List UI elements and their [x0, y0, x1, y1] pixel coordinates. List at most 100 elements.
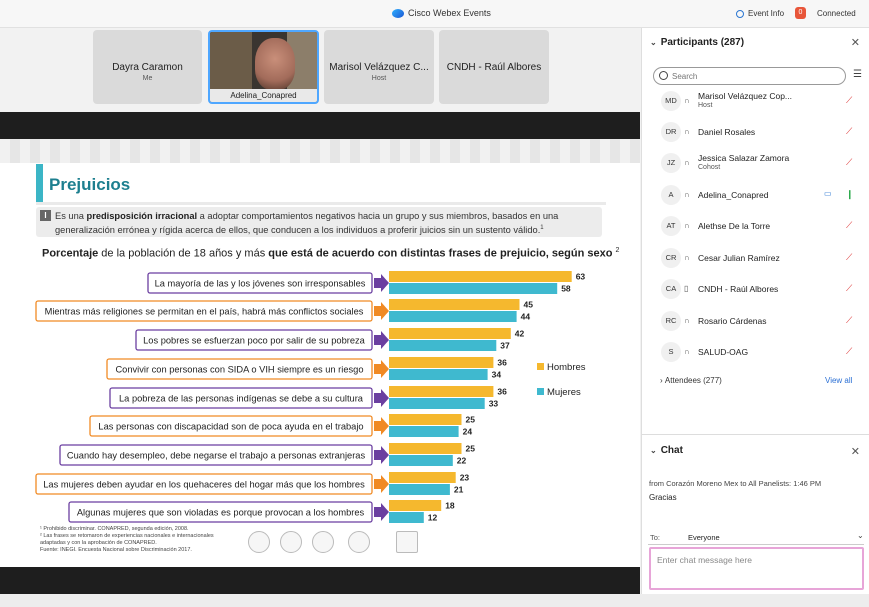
sort-list-icon[interactable]: ☰ — [853, 69, 862, 80]
definition-pre: Es una — [55, 211, 87, 221]
footnote-line: ¹ Prohibido discriminar. CONAPRED, segun… — [40, 526, 189, 532]
category-box — [147, 272, 373, 294]
side-panel: ⌄ Participants (287) ✕ ☰ MD∩Marisol Velá… — [641, 28, 869, 594]
tile-name: Dayra Caramon — [112, 62, 183, 73]
microphone-muted-icon[interactable]: ⟋ — [846, 126, 853, 136]
close-participants-icon[interactable]: ✕ — [850, 37, 860, 49]
bar-value-label: 25 — [466, 415, 476, 425]
arrow-right-icon — [374, 446, 389, 464]
participant-row[interactable]: MD ∩ Marisol Velázquez Cop... Host ⟋ — [642, 86, 869, 117]
heading-bold-1: Porcentaje — [42, 247, 99, 260]
participant-name: SALUD-OAG — [698, 347, 749, 357]
chat-input[interactable] — [651, 549, 862, 588]
chat-to-underline — [648, 544, 864, 545]
chat-header[interactable]: ⌄ Chat — [650, 445, 683, 456]
participant-name: Marisol Velázquez Cop... — [698, 91, 793, 101]
connection-status: Connected — [817, 9, 856, 18]
microphone-muted-icon[interactable]: ⟋ — [846, 252, 853, 262]
tile-name: CNDH - Raúl Albores — [446, 62, 542, 73]
heading-sup: 2 — [615, 247, 620, 254]
prejudice-bar-chart: La mayoría de las y los jóvenes son irre… — [35, 271, 586, 523]
slide-letterbox-bottom — [0, 567, 640, 594]
definition-box — [36, 207, 602, 237]
attendees-label: Attendees (277) — [664, 376, 722, 385]
microphone-muted-icon[interactable]: ⟋ — [846, 346, 853, 356]
participant-row[interactable]: CA ▯ CNDH - Raúl Albores ⟋ — [642, 274, 869, 305]
microphone-icon[interactable]: ❙ — [846, 189, 854, 199]
info-icon — [736, 9, 744, 18]
bar-value-label: 36 — [497, 387, 507, 397]
category-box — [109, 387, 373, 409]
bar-hombres — [389, 443, 462, 454]
chat-message-text: Gracias — [649, 493, 677, 502]
bar-value-label: 18 — [445, 501, 455, 511]
category-box — [89, 415, 373, 437]
participant-search[interactable] — [653, 67, 846, 85]
video-tile-active-speaker[interactable]: Adelina_Conapred — [208, 30, 319, 104]
chat-recipient-select[interactable]: Everyone — [688, 533, 720, 542]
bar-value-label: 21 — [454, 485, 464, 495]
chevron-right-icon: › — [660, 376, 665, 385]
video-tile-host[interactable]: Marisol Velázquez C... Host — [324, 30, 434, 104]
video-camera-icon[interactable]: ▭ — [824, 189, 832, 198]
participant-name: Jessica Salazar Zamora — [698, 153, 790, 163]
chat-input-box[interactable] — [649, 547, 864, 590]
shared-slide: Prejuicios I Es una predisposición irrac… — [0, 139, 640, 567]
video-tile-self[interactable]: Dayra Caramon Me — [93, 30, 202, 104]
participants-header[interactable]: ⌄ Participants (287) — [650, 37, 744, 48]
arrow-right-icon — [374, 331, 389, 349]
bar-mujeres — [389, 369, 488, 380]
participant-row[interactable]: AT ∩ Alethse De la Torre ⟋ — [642, 211, 869, 242]
category-label: Las mujeres deben ayudar en los quehacer… — [43, 480, 365, 490]
category-label: La pobreza de las personas indígenas se … — [119, 394, 364, 404]
headset-icon: ∩ — [684, 96, 690, 105]
microphone-muted-icon[interactable]: ⟋ — [846, 157, 853, 167]
institution-logo-icon — [280, 531, 302, 553]
avatar: CR — [661, 248, 681, 268]
category-label: Las personas con discapacidad son de poc… — [98, 422, 363, 432]
bar-value-label: 33 — [489, 399, 499, 409]
definition-bold: predisposición irracional — [86, 211, 198, 221]
microphone-muted-icon[interactable]: ⟋ — [846, 95, 853, 105]
category-label: Algunas mujeres que son violadas es porq… — [77, 508, 365, 518]
view-all-link[interactable]: View all — [825, 376, 853, 385]
institution-logo-icon — [248, 531, 270, 553]
participant-role: Host — [698, 102, 713, 109]
event-info-label: Event Info — [748, 9, 785, 18]
bar-mujeres — [389, 512, 424, 523]
headset-icon: ∩ — [684, 347, 690, 356]
bar-value-label: 37 — [500, 341, 510, 351]
category-box — [68, 501, 373, 523]
participant-row[interactable]: S ∩ SALUD-OAG ⟋ — [642, 337, 869, 368]
bar-hombres — [389, 386, 494, 397]
participant-row[interactable]: JZ ∩ Jessica Salazar Zamora Cohost ⟋ — [642, 148, 869, 179]
tile-role: Host — [371, 75, 387, 82]
recording-badge[interactable]: 0 — [795, 7, 806, 19]
chevron-down-icon[interactable]: ⌄ — [857, 531, 864, 540]
participant-row[interactable]: RC ∩ Rosario Cárdenas ⟋ — [642, 306, 869, 337]
bar-value-label: 34 — [492, 370, 502, 380]
headset-icon: ∩ — [684, 158, 690, 167]
avatar: DR — [661, 122, 681, 142]
category-label: La mayoría de las y los jóvenes son irre… — [155, 279, 366, 289]
video-tile-participant[interactable]: CNDH - Raúl Albores — [439, 30, 549, 104]
participant-row[interactable]: A ∩ Adelina_Conapred ▭ ❙ — [642, 180, 869, 211]
microphone-muted-icon[interactable]: ⟋ — [846, 220, 853, 230]
microphone-muted-icon[interactable]: ⟋ — [846, 283, 853, 293]
bar-mujeres — [389, 340, 497, 351]
bar-hombres — [389, 328, 511, 339]
chat-title: Chat — [660, 445, 683, 456]
attendees-toggle[interactable]: › Attendees (277) — [660, 376, 722, 385]
microphone-muted-icon[interactable]: ⟋ — [846, 315, 853, 325]
close-chat-icon[interactable]: ✕ — [850, 446, 860, 458]
event-info-button[interactable]: Event Info — [736, 9, 784, 18]
bar-value-label: 25 — [466, 444, 476, 454]
footer-bar — [0, 594, 869, 607]
search-input[interactable] — [672, 70, 842, 83]
bar-value-label: 24 — [463, 427, 473, 437]
participant-row[interactable]: DR ∩ Daniel Rosales ⟋ — [642, 117, 869, 148]
participant-video-image — [255, 38, 295, 90]
participant-row[interactable]: CR ∩ Cesar Julian Ramírez ⟋ — [642, 243, 869, 274]
arrow-right-icon — [374, 389, 389, 407]
avatar: JZ — [661, 153, 681, 173]
